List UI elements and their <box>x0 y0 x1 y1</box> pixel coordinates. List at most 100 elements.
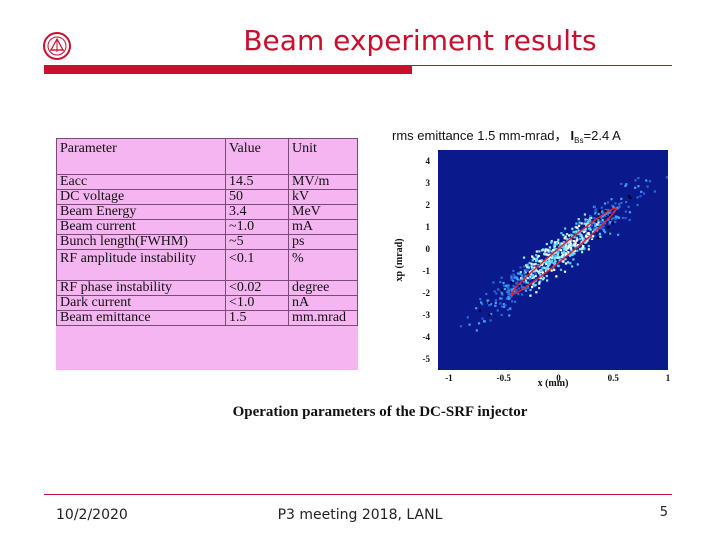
particle-point <box>538 250 541 253</box>
x-tick-label: 0 <box>556 373 561 383</box>
particle-point <box>566 241 569 245</box>
particle-point <box>479 298 482 301</box>
particle-point <box>558 248 561 251</box>
particle-point <box>524 289 528 293</box>
particle-point <box>532 256 535 259</box>
particle-point <box>555 275 558 278</box>
particle-point <box>599 217 602 220</box>
y-tick-label: 3 <box>426 178 431 188</box>
parameters-table-panel: Parameter Value Unit Eacc 14.5 MV/m DC v… <box>56 138 358 370</box>
particle-point <box>593 205 596 208</box>
particle-point <box>499 297 502 300</box>
particle-point <box>601 210 604 213</box>
particle-point <box>541 272 545 275</box>
particle-point <box>546 261 549 264</box>
particle-point <box>614 220 617 223</box>
particle-point <box>544 259 547 262</box>
particle-point <box>544 261 547 264</box>
particle-point <box>597 213 600 216</box>
particle-point <box>616 206 619 209</box>
particle-point <box>612 217 615 220</box>
particle-point <box>572 230 575 233</box>
particle-point <box>568 240 572 243</box>
table-cell-parameter: RF phase instability <box>56 280 226 296</box>
footer-date: 10/2/2020 <box>56 507 128 523</box>
particle-point <box>535 254 538 257</box>
particle-point <box>568 243 572 247</box>
university-seal-logo <box>43 32 71 60</box>
particle-point <box>508 292 511 295</box>
particle-point <box>643 192 646 195</box>
particle-point <box>536 256 539 259</box>
particle-point <box>570 233 573 236</box>
particle-point <box>564 247 567 250</box>
particle-point <box>620 182 623 185</box>
particle-point <box>499 302 502 305</box>
particle-point <box>599 227 602 230</box>
particle-point <box>553 241 556 244</box>
particle-point <box>519 272 522 276</box>
x-axis-label: x (mm) <box>538 378 569 389</box>
particle-point <box>555 256 558 259</box>
x-tick-label: -0.5 <box>497 373 512 383</box>
particle-point <box>486 299 489 302</box>
particle-point <box>490 313 493 316</box>
particle-point <box>533 266 536 269</box>
table-row: Bunch length(FWHM) ~5 ps <box>56 234 358 250</box>
particle-point <box>523 276 526 279</box>
y-axis-ticks: 4 3 2 1 0 -1 -2 -3 -4 -5 <box>423 156 431 364</box>
particle-point <box>502 281 505 285</box>
particle-point <box>583 247 586 250</box>
particle-point <box>525 281 528 284</box>
particle-point <box>561 253 565 256</box>
particle-point <box>531 283 534 286</box>
particle-point <box>540 270 543 274</box>
particle-point <box>595 223 598 226</box>
particle-point <box>510 295 513 298</box>
y-tick-label: 1 <box>426 222 431 232</box>
particle-point <box>576 232 580 236</box>
particle-point <box>485 292 488 296</box>
table-cell-parameter: Beam current <box>56 219 226 235</box>
particle-point <box>538 281 541 284</box>
particle-point <box>625 183 628 186</box>
page-number: 5 <box>659 505 668 520</box>
particle-point <box>553 245 556 248</box>
particle-point <box>602 228 605 232</box>
particle-point <box>544 250 547 253</box>
particle-point <box>588 220 591 223</box>
particle-point <box>538 286 541 290</box>
particle-point <box>538 259 542 262</box>
particle-point <box>530 266 534 269</box>
particle-point <box>481 317 484 320</box>
particle-point <box>511 300 514 303</box>
particle-point <box>628 218 631 222</box>
particle-point <box>603 202 607 205</box>
table-cell-unit: ps <box>288 234 358 250</box>
particle-point <box>665 176 669 179</box>
particle-point <box>565 246 568 249</box>
particle-point <box>590 237 594 241</box>
table-row: Beam Energy 3.4 MeV <box>56 204 358 220</box>
y-tick-label: 2 <box>426 200 431 210</box>
emittance-phase-space-plot: rms emittance 1.5 mm-mrad， IBs=2.4 A 4 3 2 1… <box>392 128 671 389</box>
particle-point <box>580 251 584 254</box>
y-tick-label: -2 <box>423 288 431 298</box>
particle-point <box>539 274 542 277</box>
particle-point <box>525 287 528 290</box>
particle-point <box>534 272 537 275</box>
particle-point <box>492 281 495 284</box>
particle-point <box>573 236 576 239</box>
particle-point <box>587 248 590 251</box>
particle-point <box>576 238 579 241</box>
particle-point <box>583 230 586 234</box>
y-axis-label: xp (mrad) <box>394 238 405 281</box>
particle-point <box>530 273 533 276</box>
table-cell-value: <0.02 <box>225 280 289 296</box>
particle-point <box>590 224 593 227</box>
particle-point <box>604 214 607 217</box>
particle-point <box>580 247 583 250</box>
particle-point <box>592 227 596 230</box>
particle-point <box>567 251 570 254</box>
particle-point <box>494 299 498 302</box>
